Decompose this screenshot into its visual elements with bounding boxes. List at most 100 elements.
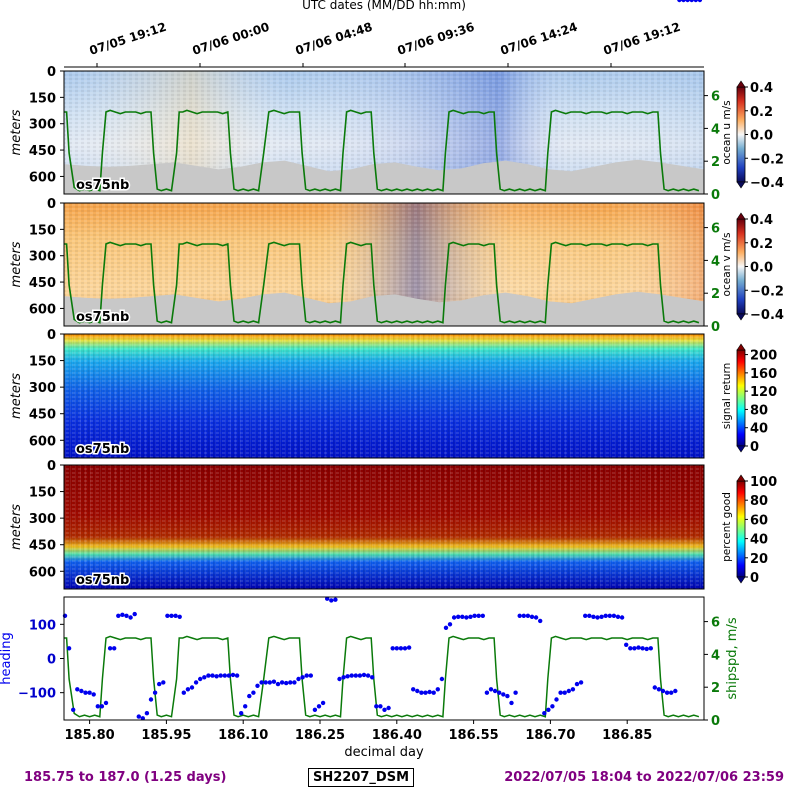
instrument-label: os75nb (76, 310, 129, 325)
x-tick-label: 186.40 (372, 728, 422, 743)
heading-point (632, 646, 637, 651)
heading-point (468, 614, 473, 619)
heading-point (132, 611, 137, 617)
heading-point (394, 646, 399, 651)
heading-point (525, 613, 531, 618)
y-tick-label: 150 (29, 91, 56, 106)
heading-tick-label: 100 (29, 618, 56, 633)
x-tick-label: 185.95 (141, 728, 191, 743)
y-tick-label: 300 (29, 512, 56, 527)
x-axis-label: decimal day (344, 745, 424, 760)
heading-point (152, 690, 158, 695)
heading-point (214, 674, 219, 679)
footer-cruise-id: SH2207_DSM (308, 768, 415, 787)
right-tick-label: 2 (711, 287, 720, 302)
colorbar-tick-label: 40 (750, 533, 768, 548)
colorbar-tick-label: 0 (750, 440, 759, 455)
right-tick-label: 4 (711, 122, 720, 137)
colorbar-tick-label: 60 (750, 513, 768, 528)
heading-point (386, 705, 391, 711)
colorbar-label: percent good (721, 492, 733, 562)
y-tick-label: 0 (47, 197, 56, 212)
shipspd-tick-label: 4 (711, 648, 720, 663)
heading-point (513, 690, 518, 695)
colorbar-extend-bottom (736, 313, 746, 321)
signal_return-colorbar (736, 349, 746, 447)
heading-point (230, 672, 236, 678)
y-axis-label: meters (9, 504, 24, 550)
heading-point (79, 688, 84, 694)
heading-tick-label: 0 (47, 653, 56, 668)
heading-point (87, 690, 92, 695)
heading-point (284, 680, 289, 686)
heading-point (427, 689, 432, 695)
heading-point (259, 680, 264, 685)
right-tick-label: 2 (711, 155, 720, 170)
colorbar-extend-bottom (736, 445, 746, 453)
y-tick-label: 0 (47, 328, 56, 343)
shipspd-line (64, 635, 700, 718)
y-tick-label: 300 (29, 381, 56, 396)
heading-point (550, 704, 555, 709)
heading-point (361, 672, 367, 678)
y-tick-label: 600 (29, 565, 56, 580)
heading-point (501, 692, 506, 697)
heading-point (112, 646, 117, 651)
shipspd-tick-label: 0 (711, 714, 720, 729)
heading-point (185, 687, 191, 692)
heading-point (337, 676, 342, 682)
colorbar-extend-top (736, 343, 746, 351)
heading-point (693, 0, 698, 3)
utc-tick-label: 07/06 14:24 (499, 20, 580, 58)
heading-point (116, 613, 121, 618)
heading-point (591, 614, 596, 619)
utc-tick-label: 07/06 09:36 (396, 20, 477, 58)
heading-point (546, 707, 551, 712)
heading-point (624, 642, 629, 647)
heading-point (603, 613, 608, 618)
y-tick-label: 300 (29, 118, 56, 133)
heading-point (341, 675, 346, 680)
colorbar-tick-label: 0.4 (750, 81, 773, 96)
heading-point (103, 700, 109, 706)
instrument-label: os75nb (76, 573, 129, 588)
heading-point (411, 687, 416, 692)
ocean_v-frame (63, 202, 705, 327)
panel-percent_good: 0 150 300 450 600 meters os75nb 100 80 60 40 20 0 per… (9, 459, 777, 590)
x-tick-label: 186.85 (602, 728, 652, 743)
colorbar-tick-label: 0.2 (750, 237, 773, 252)
heading-point (558, 690, 563, 695)
heading-point (271, 679, 277, 684)
colorbar-tick-label: 200 (750, 349, 777, 364)
heading-point (611, 613, 617, 618)
instrument-label: os75nb (76, 442, 129, 457)
heading-point (267, 680, 272, 685)
heading-point (435, 687, 440, 692)
colorbar-extend-top (736, 212, 746, 220)
heading-point (148, 697, 154, 702)
heading-point (198, 676, 203, 682)
heading-point (353, 673, 358, 678)
colorbar-tick-label: −0.4 (750, 176, 784, 191)
heading-point (664, 690, 670, 695)
heading-point (648, 646, 653, 651)
heading-point (529, 614, 535, 619)
heading-point (652, 685, 657, 690)
heading-point (628, 646, 633, 651)
heading-point (120, 612, 125, 617)
heading-point (439, 676, 445, 682)
heading-point (390, 646, 395, 651)
y-tick-label: 450 (29, 539, 56, 554)
heading-point (177, 614, 182, 619)
heading-point (431, 690, 436, 695)
heading-point (75, 687, 80, 692)
heading-point (210, 673, 215, 678)
heading-point (402, 646, 408, 651)
y-tick-label: 450 (29, 408, 56, 423)
colorbar-tick-label: 80 (750, 494, 768, 509)
ocean_v-seafloor-mask (64, 291, 704, 326)
heading-point (419, 690, 424, 695)
y-tick-label: 450 (29, 144, 56, 159)
utc-tick-label: 07/05 19:12 (88, 20, 169, 58)
